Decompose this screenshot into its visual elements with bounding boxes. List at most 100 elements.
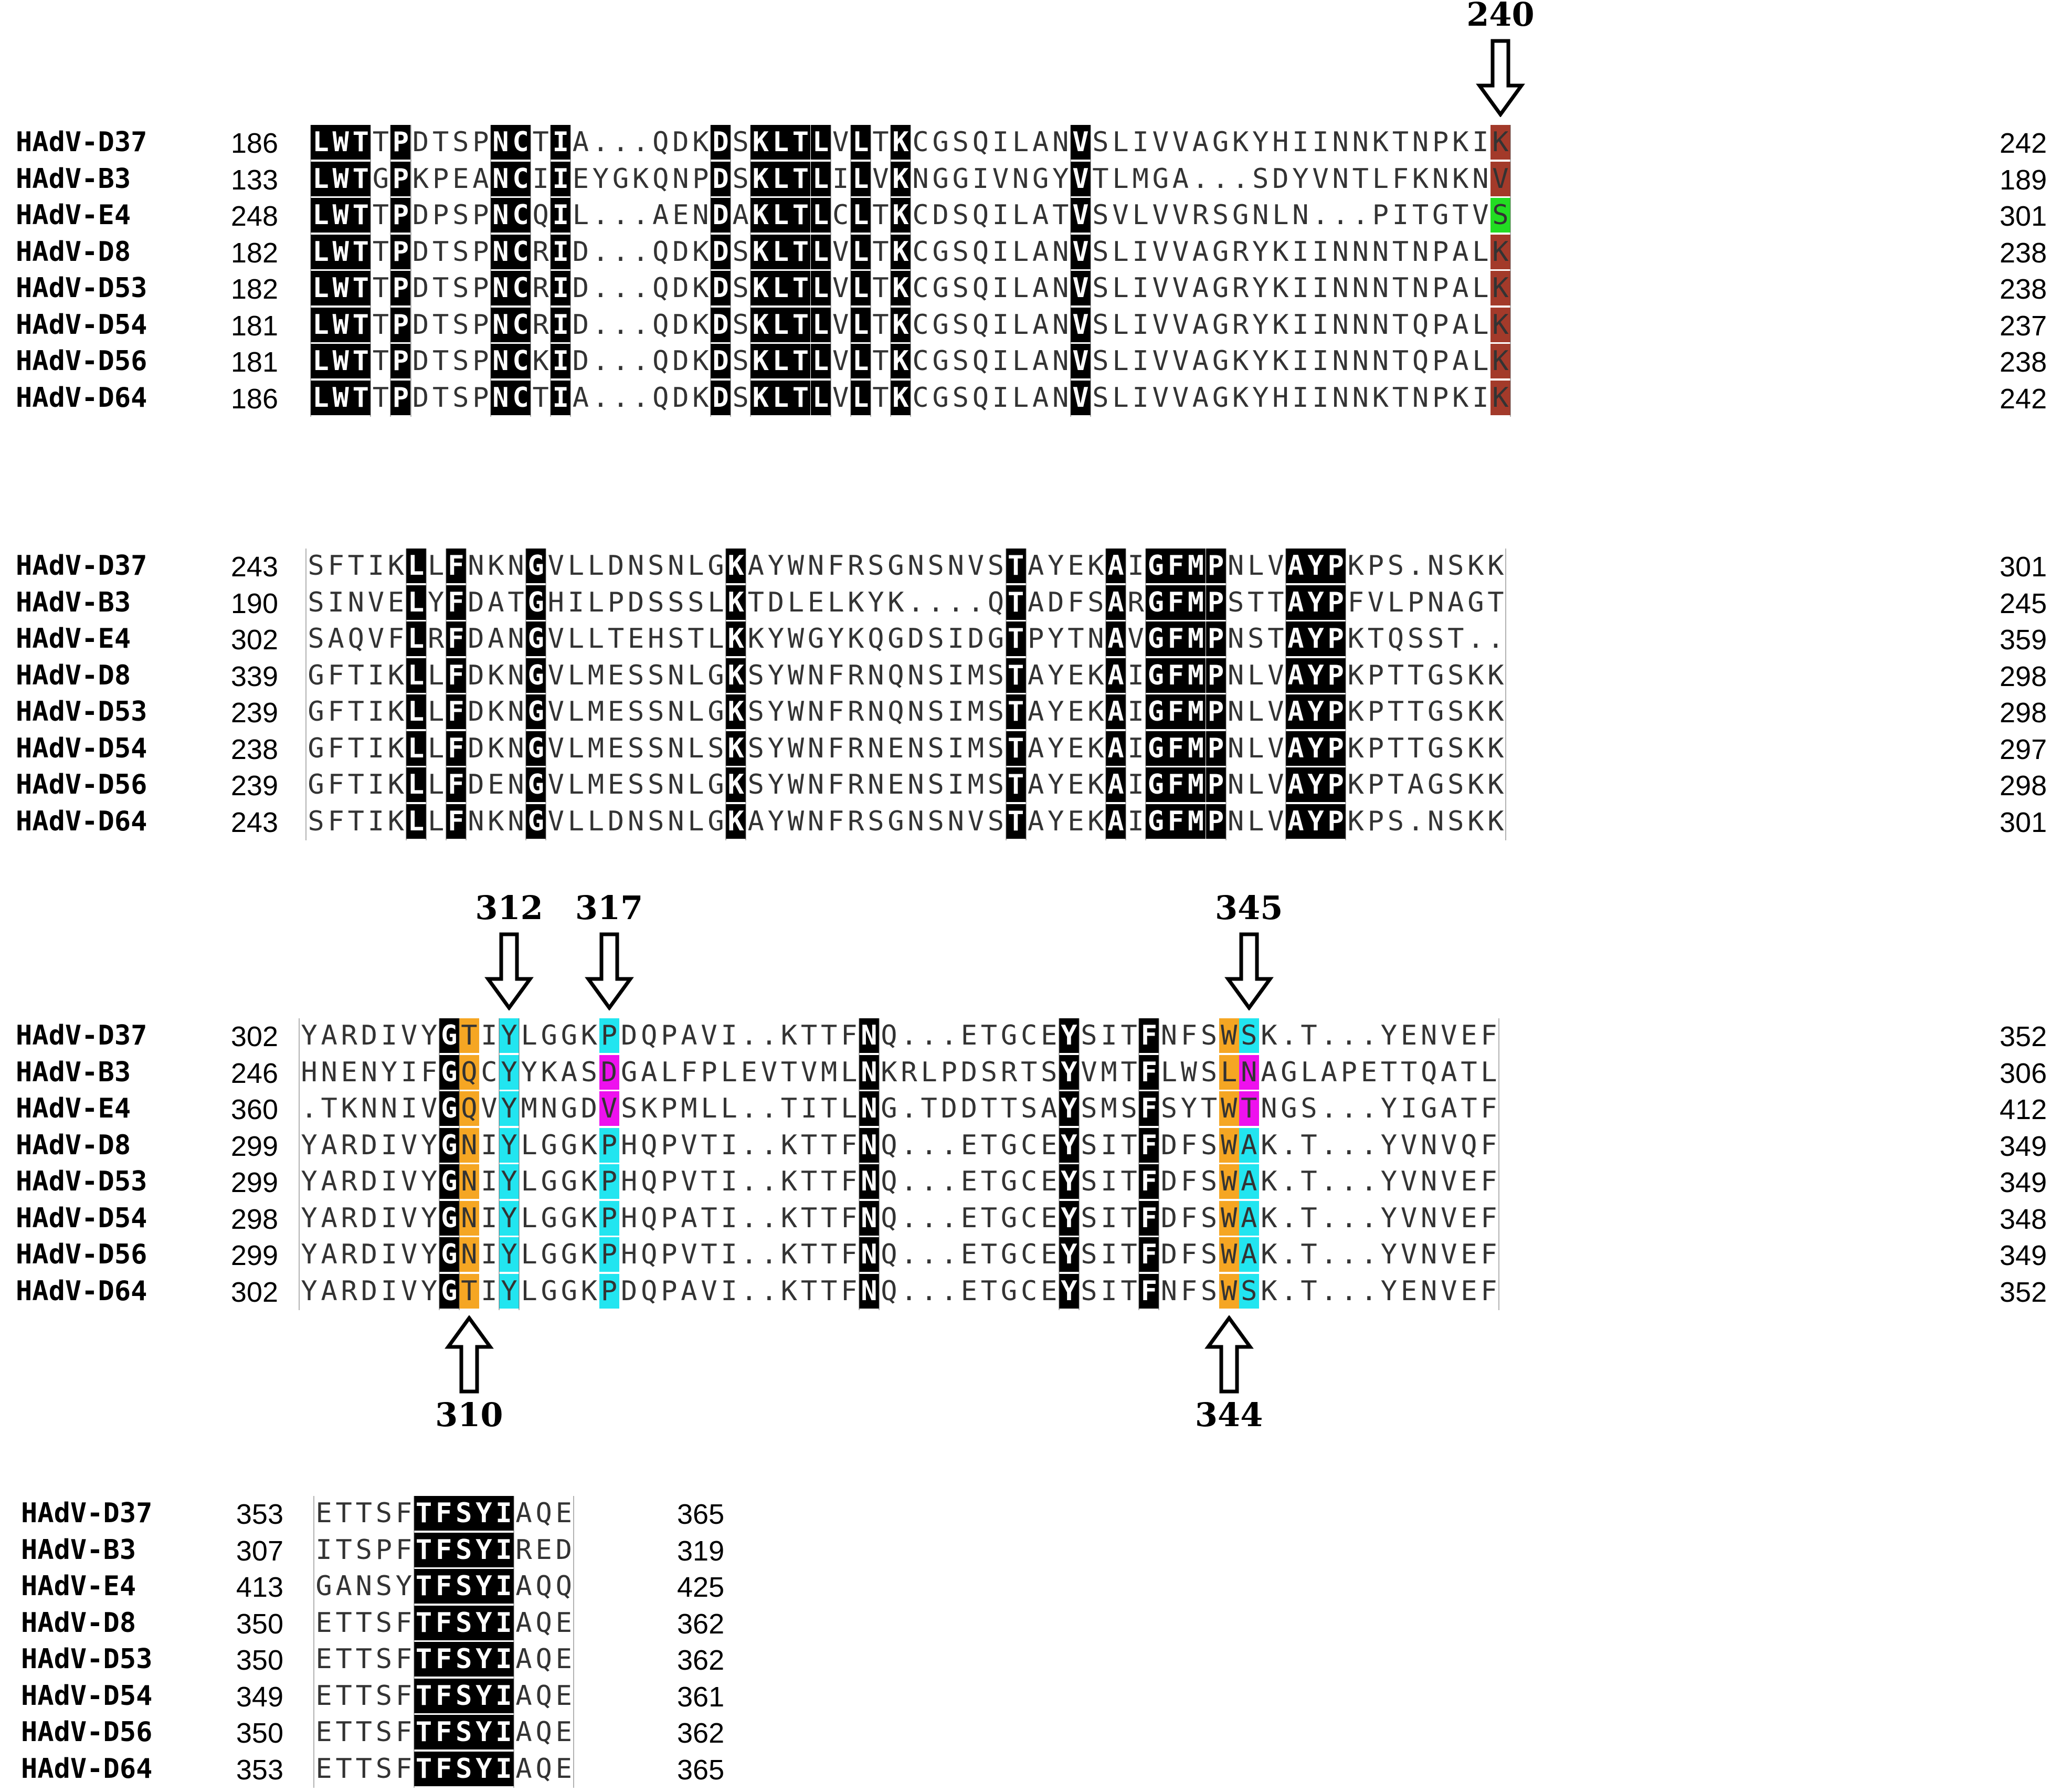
residue: T	[701, 1239, 717, 1270]
residue: T	[1006, 767, 1026, 802]
residue: L	[427, 805, 445, 837]
residue: G	[1212, 272, 1229, 304]
residue: A	[1106, 804, 1126, 839]
residue: .	[1320, 1093, 1337, 1124]
residue: K	[1272, 345, 1289, 377]
residue: F	[434, 1715, 454, 1749]
residue: D	[1160, 1166, 1177, 1197]
residue: V	[832, 127, 849, 158]
residue: T	[351, 344, 371, 378]
residue: S	[868, 805, 884, 837]
residue: E	[741, 1056, 757, 1088]
residue: L	[688, 659, 704, 691]
residue: N	[1012, 163, 1029, 195]
residue: A	[1106, 621, 1126, 656]
residue: P	[1367, 659, 1384, 691]
residue: S	[668, 623, 684, 655]
residue: A	[1032, 382, 1049, 414]
residue: V	[832, 272, 849, 304]
residue: S	[868, 550, 884, 582]
residue: P	[472, 236, 489, 268]
residue: P	[472, 309, 489, 341]
residue: L	[567, 550, 584, 582]
residue: K	[1487, 732, 1504, 764]
residue: A	[1239, 1200, 1259, 1236]
residue: I	[367, 769, 384, 800]
residue: Y	[1380, 1020, 1398, 1051]
residue: .	[1352, 199, 1369, 231]
residue: S	[952, 199, 969, 231]
end-position: 297	[2000, 733, 2047, 765]
column-divider	[445, 549, 447, 840]
residue: E	[1461, 1202, 1477, 1234]
residue: F	[1139, 1200, 1159, 1236]
residue: K	[1490, 125, 1510, 160]
residue: N	[947, 805, 964, 837]
residue: L	[1472, 272, 1489, 304]
residue: I	[493, 1642, 514, 1677]
residue: D	[627, 586, 644, 618]
residue: .	[632, 236, 649, 268]
residue: .	[921, 1166, 937, 1197]
residue: N	[807, 805, 824, 837]
sequence-name: HAdV-D56	[16, 769, 147, 800]
residue: I	[947, 732, 964, 764]
residue: K	[726, 731, 746, 766]
residue: Q	[347, 623, 364, 655]
residue: D	[555, 1534, 572, 1566]
residue: E	[607, 659, 625, 691]
end-position: 301	[2000, 551, 2047, 583]
residue: D	[468, 696, 484, 728]
column-divider	[1145, 549, 1147, 840]
residue: N	[668, 659, 684, 691]
residue: F	[446, 767, 466, 802]
residue: M	[967, 769, 984, 800]
start-position: 299	[230, 1167, 278, 1198]
residue: T	[347, 805, 364, 837]
residue: A	[681, 1275, 697, 1307]
column-divider	[425, 549, 427, 840]
residue: G	[1146, 804, 1166, 839]
residue: V	[400, 1202, 418, 1234]
residue: L	[1012, 382, 1029, 414]
residue: L	[921, 1056, 937, 1088]
residue: V	[681, 1166, 697, 1197]
residue: K	[341, 1093, 357, 1124]
residue: L	[311, 307, 331, 342]
residue: S	[927, 696, 944, 728]
residue: N	[1227, 623, 1244, 655]
residue: A	[1027, 769, 1044, 800]
start-position: 239	[230, 697, 278, 729]
end-position: 237	[2000, 310, 2047, 342]
residue: G	[1427, 659, 1444, 691]
residue: I	[481, 1129, 498, 1161]
residue: F	[446, 731, 466, 766]
residue: S	[1227, 586, 1244, 618]
residue: I	[1101, 1202, 1117, 1234]
residue: G	[1427, 769, 1444, 800]
residue: P	[1372, 199, 1389, 231]
residue: T	[790, 307, 811, 342]
residue: F	[827, 696, 844, 728]
residue: K	[726, 694, 746, 729]
residue: N	[321, 1056, 337, 1088]
residue: T	[701, 1166, 717, 1197]
residue: T	[980, 1239, 998, 1270]
residue: L	[567, 805, 584, 837]
residue: T	[1392, 272, 1409, 304]
residue: Y	[420, 1166, 438, 1197]
residue: G	[1000, 1020, 1018, 1051]
residue: V	[872, 163, 889, 195]
end-position: 361	[677, 1681, 725, 1713]
residue: Q	[535, 1680, 552, 1712]
residue: T	[1006, 621, 1026, 656]
residue: .	[1212, 163, 1229, 195]
residue: G	[1212, 345, 1229, 377]
residue: Q	[641, 1129, 658, 1161]
residue: F	[1180, 1020, 1198, 1051]
residue: R	[848, 732, 864, 764]
residue: .	[1340, 1166, 1357, 1197]
residue: T	[1301, 1020, 1317, 1051]
residue: E	[1461, 1020, 1477, 1051]
residue: K	[1347, 696, 1364, 728]
